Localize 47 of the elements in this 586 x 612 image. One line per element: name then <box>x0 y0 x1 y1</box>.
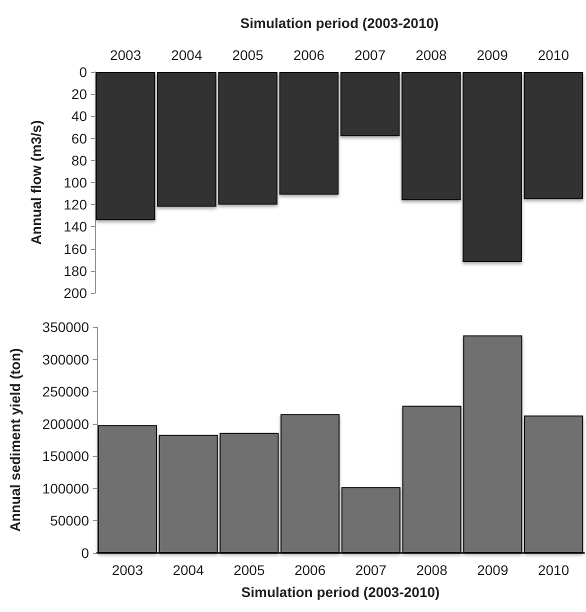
x-tick-label: 2006 <box>294 562 326 578</box>
x2-axis-title: Simulation period (2003-2010) <box>240 15 439 31</box>
x-tick-label: 2004 <box>171 47 202 63</box>
x-tick-label: 2010 <box>538 47 570 63</box>
y-tick-label: 120 <box>64 196 88 213</box>
x-tick-label: 2005 <box>234 562 265 578</box>
x-tick-label: 2006 <box>293 47 325 63</box>
y-tick-label: 80 <box>71 152 88 168</box>
y-tick-label: 50000 <box>50 512 90 529</box>
bar <box>340 72 400 136</box>
x-tick-label: 2003 <box>110 47 142 63</box>
x-tick-label: 2008 <box>416 562 448 578</box>
y-tick-label: 200000 <box>42 416 90 432</box>
bar <box>280 414 340 553</box>
y-tick-label: 60 <box>71 130 88 146</box>
x-tick-label: 2007 <box>354 47 386 63</box>
x-axis-title: Simulation period (2003-2010) <box>241 584 440 600</box>
y-tick-label: 20 <box>71 86 88 102</box>
x-tick-label: 2007 <box>355 562 387 578</box>
y-tick-label: 0 <box>81 545 90 561</box>
bar <box>279 72 339 195</box>
y-tick-label: 350000 <box>42 319 90 335</box>
y-axis-title: Annual sediment yield (ton) <box>7 348 23 532</box>
y-tick-label: 100 <box>64 174 88 190</box>
x-tick-label: 2009 <box>477 562 508 578</box>
x-tick-label: 2010 <box>538 562 570 578</box>
x-tick-label: 2005 <box>232 47 264 63</box>
y-tick-label: 100000 <box>42 480 90 496</box>
y-tick-label: 200 <box>64 285 88 301</box>
bar <box>341 487 400 553</box>
y-tick-label: 140 <box>64 218 88 235</box>
bar <box>96 72 156 220</box>
bar <box>98 425 157 553</box>
x-tick-label: 2004 <box>172 562 204 578</box>
bar <box>524 415 584 553</box>
y-tick-label: 160 <box>64 240 88 257</box>
y-tick-label: 300000 <box>42 351 90 368</box>
y-tick-label: 250000 <box>42 384 90 400</box>
y-tick-label: 0 <box>79 64 88 80</box>
y-tick-label: 180 <box>64 262 88 279</box>
bar <box>524 72 584 200</box>
y-tick-label: 40 <box>71 108 88 124</box>
y-tick-label: 150000 <box>42 448 90 464</box>
x-tick-label: 2003 <box>112 562 144 578</box>
y-axis-title: Annual flow (m3/s) <box>28 120 44 245</box>
x-tick-label: 2009 <box>476 47 508 63</box>
x-tick-label: 2008 <box>416 47 447 63</box>
